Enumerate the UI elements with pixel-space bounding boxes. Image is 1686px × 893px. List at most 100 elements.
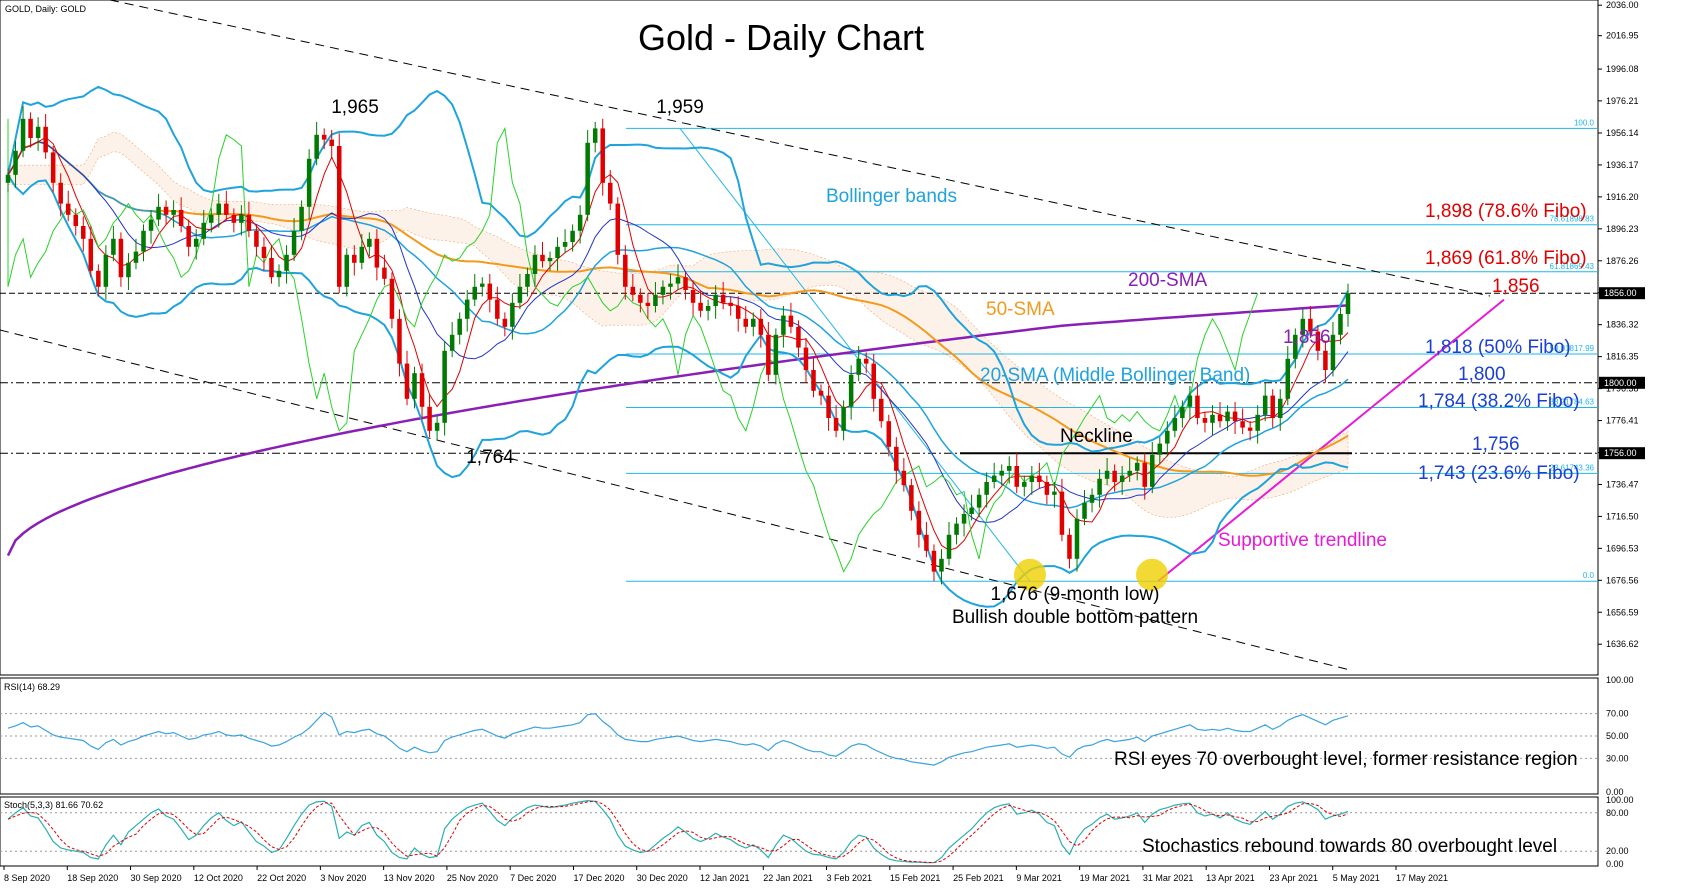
candle-body (1232, 411, 1238, 422)
candle-body (818, 390, 824, 396)
price-tick-label: 1936.17 (1606, 160, 1639, 170)
label-bollinger-bands: Bollinger bands (826, 186, 957, 207)
candle-body (886, 421, 892, 447)
candle-body (1112, 470, 1117, 482)
candle-body (796, 326, 801, 348)
candle-body (1104, 470, 1110, 479)
date-tick-label: 3 Nov 2020 (320, 873, 366, 883)
rsi-panel-label: RSI(14) 68.29 (4, 682, 60, 692)
candle-body (1082, 502, 1087, 519)
candle-body (773, 334, 779, 375)
candle-body (1119, 475, 1125, 482)
double-bottom-marker-0 (1014, 558, 1046, 591)
candle-body (916, 510, 922, 535)
price-tick-label: 1676.56 (1606, 575, 1639, 585)
price-tick-label: 1876.26 (1606, 256, 1639, 266)
candle-body (73, 214, 79, 226)
candle-body (1150, 454, 1155, 487)
date-tick-label: 30 Dec 2020 (637, 873, 688, 883)
candle-body (592, 128, 598, 143)
candle-body (728, 302, 733, 306)
candle-body (239, 214, 244, 223)
candle-body (1052, 491, 1057, 495)
chikou-line (7, 118, 1259, 573)
candle-body (412, 373, 417, 399)
candle-body (1029, 475, 1035, 482)
candle-body (329, 139, 334, 146)
candle-body (163, 206, 169, 215)
candle-body (276, 270, 282, 278)
candle-body (1195, 395, 1200, 418)
candle-body (630, 286, 636, 295)
candle-body (419, 373, 425, 407)
candle-body (758, 318, 764, 335)
candle-body (984, 482, 989, 495)
candle-body (638, 294, 643, 303)
price-tick-label: 1636.62 (1606, 639, 1639, 649)
panel-frames (0, 0, 1599, 867)
label-neckline: Neckline (1060, 426, 1133, 447)
candle-body (751, 318, 756, 327)
rsi-line (7, 711, 1349, 766)
candle-body (50, 152, 56, 183)
date-tick-label: 13 Apr 2021 (1206, 873, 1255, 883)
candle-body (427, 406, 432, 431)
candle-body (1315, 331, 1321, 351)
candle-body (961, 514, 967, 524)
candle-body (1037, 475, 1042, 482)
fib-label-4: 38.21784.63 (1550, 397, 1595, 406)
candle-body (1006, 466, 1012, 471)
candle-body (1157, 443, 1163, 455)
candle-body (841, 406, 846, 431)
label-low-1764: 1,764 (466, 447, 514, 468)
rsi-tick-label: 50.00 (1606, 731, 1629, 741)
date-tick-label: 8 Sep 2020 (4, 873, 50, 883)
candle-body (547, 258, 553, 262)
symbol-label: GOLD, Daily: GOLD (5, 4, 87, 14)
candle-body (81, 226, 86, 239)
bollinger-upper-line (7, 85, 1349, 453)
rsi-tick-label: 100.00 (1606, 675, 1634, 685)
candle-body (653, 294, 658, 306)
stoch-tick-label: 0.00 (1606, 859, 1624, 869)
candle-body (231, 214, 237, 223)
candle-body (35, 126, 41, 138)
candle-body (261, 246, 267, 258)
candle-body (555, 246, 560, 258)
candle-body (13, 150, 18, 175)
candle-body (457, 318, 462, 335)
candle-body (683, 277, 688, 290)
candle-body (367, 238, 372, 247)
candle-body (193, 238, 199, 247)
candle-body (924, 534, 929, 551)
candle-body (291, 230, 297, 255)
candle-body (668, 283, 673, 287)
candle-body (510, 302, 515, 327)
date-tick-label: 23 Apr 2021 (1269, 873, 1318, 883)
date-tick-label: 19 Mar 2021 (1080, 873, 1131, 883)
candle-body (171, 210, 176, 215)
candle-body (28, 118, 33, 138)
candle-body (623, 254, 628, 287)
candle-body (404, 363, 410, 399)
candle-body (487, 283, 493, 300)
rsi-tick-label: 30.00 (1606, 753, 1629, 763)
rsi-annotation: RSI eyes 70 overbought level, former res… (1114, 749, 1578, 770)
candle-body (88, 238, 94, 271)
candle-body (1059, 491, 1065, 535)
candle-body (314, 134, 319, 159)
price-tick-label: 1736.47 (1606, 479, 1639, 489)
fib-label-1: 78.61898.83 (1550, 215, 1595, 224)
channel-lower-line (0, 329, 1351, 671)
candle-body (1300, 318, 1306, 335)
candle-body (570, 230, 575, 242)
candle-body (209, 214, 214, 223)
candle-body (931, 550, 937, 572)
candle-body (1270, 395, 1275, 418)
candle-body (5, 174, 11, 183)
stoch-tick-label: 100.00 (1606, 795, 1634, 805)
double-bottom-markers (1014, 558, 1168, 591)
candle-body (1180, 406, 1185, 418)
candle-body (65, 203, 71, 215)
